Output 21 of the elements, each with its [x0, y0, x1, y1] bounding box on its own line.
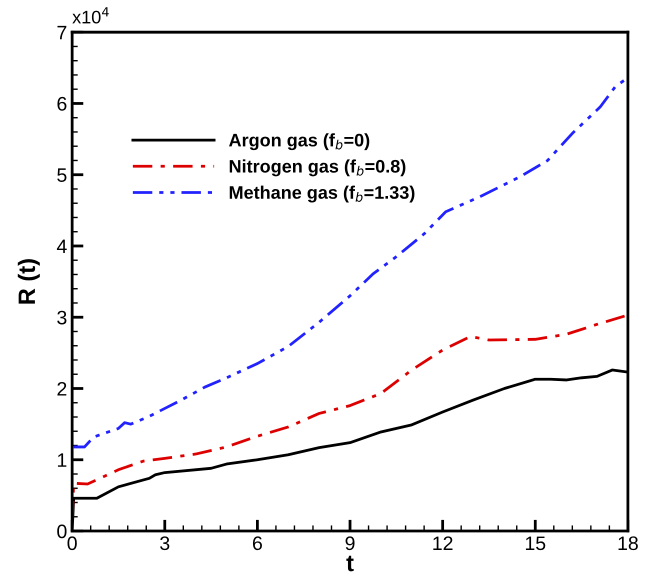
x-tick-label: 3: [160, 536, 170, 550]
y-tick-label: 5: [57, 168, 66, 182]
x-tick-label: 9: [346, 536, 355, 550]
x-tick-label: 12: [433, 536, 452, 550]
x-axis-title: t: [346, 556, 354, 572]
y-tick-label: 7: [57, 26, 66, 40]
y-tick-label: 6: [57, 96, 66, 111]
y-tick-label: 0: [57, 524, 67, 538]
x-tick-label: 18: [618, 536, 638, 550]
y-tick-label: 3: [57, 310, 66, 324]
y-tick-label: 2: [57, 382, 66, 396]
legend-label: Methane gas (f$_{b}$=1.33): [230, 186, 414, 203]
text: x10$^{4}$: [72, 7, 109, 24]
x-tick-label: 6: [252, 536, 262, 550]
x-tick-label: 15: [526, 536, 546, 550]
y-tick-label: 1: [58, 453, 66, 467]
x-tick-label: 0: [68, 536, 77, 550]
y-axis-title: R (t): [18, 259, 40, 304]
legend-label: Argon gas (f$_{b}$=0): [229, 133, 370, 150]
y-tick-label: 4: [56, 240, 67, 254]
legend-label: Nitrogen gas (f$_{b}$=0.8): [230, 159, 406, 176]
